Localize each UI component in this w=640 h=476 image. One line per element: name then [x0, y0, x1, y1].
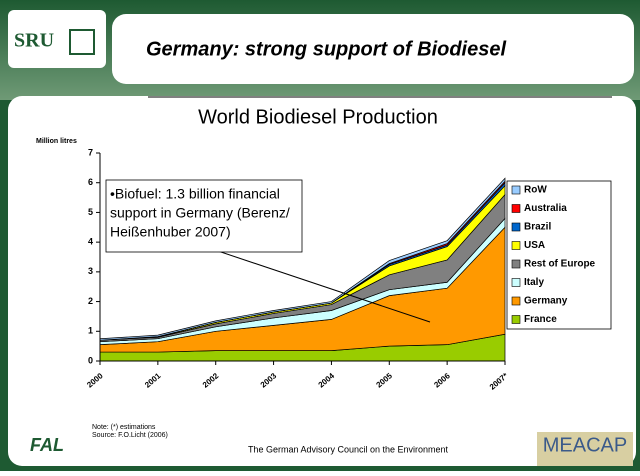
chart-title: World Biodiesel Production	[198, 106, 438, 128]
legend-swatch	[511, 259, 521, 269]
legend-swatch	[511, 185, 521, 195]
legend-label: Rest of Europe	[524, 259, 596, 270]
legend	[506, 180, 612, 330]
legend-swatch	[511, 315, 521, 324]
legend-label: USA	[524, 240, 545, 251]
y-tick-label: 2	[88, 296, 93, 306]
annotation: •Biofuel: 1.3 billion financial support i…	[110, 186, 290, 240]
legend-label: Italy	[524, 277, 544, 288]
pointer-line	[199, 244, 431, 323]
slide-title: Germany: strong support of Biodiesel	[146, 38, 506, 60]
fal-logo: FAL	[30, 435, 64, 455]
note: Note: (*) estimations	[92, 424, 156, 431]
annotation-line: Heißenhuber 2007)	[110, 224, 231, 240]
source: Source: F.O.Licht (2006)	[92, 432, 168, 439]
legend-swatch	[511, 222, 521, 232]
title-panel	[112, 14, 634, 84]
annotation-line: support in Germany (Berenz/	[110, 205, 290, 221]
y-axis-label: Million litres	[36, 138, 77, 145]
y-tick-label: 1	[88, 326, 93, 336]
legend-label: Germany	[524, 296, 568, 307]
legend-label: Australia	[524, 203, 567, 214]
legend-label: France	[524, 314, 557, 325]
y-tick-label: 3	[88, 266, 93, 276]
logo-icon	[69, 29, 95, 55]
area	[99, 177, 506, 341]
y-tick-label: 6	[88, 177, 93, 187]
legend-label: Brazil	[524, 222, 551, 233]
legend-swatch	[511, 241, 521, 250]
meacap-logo: MEACAP	[543, 434, 627, 456]
legend-items: RoW Australia Brazil USA Rest of Europe Italy…	[511, 185, 596, 325]
legend-swatch	[511, 296, 521, 306]
legend-swatch	[511, 278, 521, 287]
legend-label: RoW	[524, 185, 547, 196]
y-tick-label: 7	[88, 147, 93, 157]
meacap-box	[537, 432, 633, 466]
logo: SRU	[14, 30, 54, 52]
annotation-box	[105, 179, 303, 253]
legend-swatch	[511, 204, 521, 213]
y-tick-label: 0	[88, 355, 93, 365]
y-tick-label: 5	[88, 207, 93, 217]
y-tick-label: 4	[88, 237, 93, 247]
footer-text: The German Advisory Council on the Envir…	[248, 444, 449, 454]
annotation-line: •Biofuel: 1.3 billion financial	[110, 186, 280, 202]
